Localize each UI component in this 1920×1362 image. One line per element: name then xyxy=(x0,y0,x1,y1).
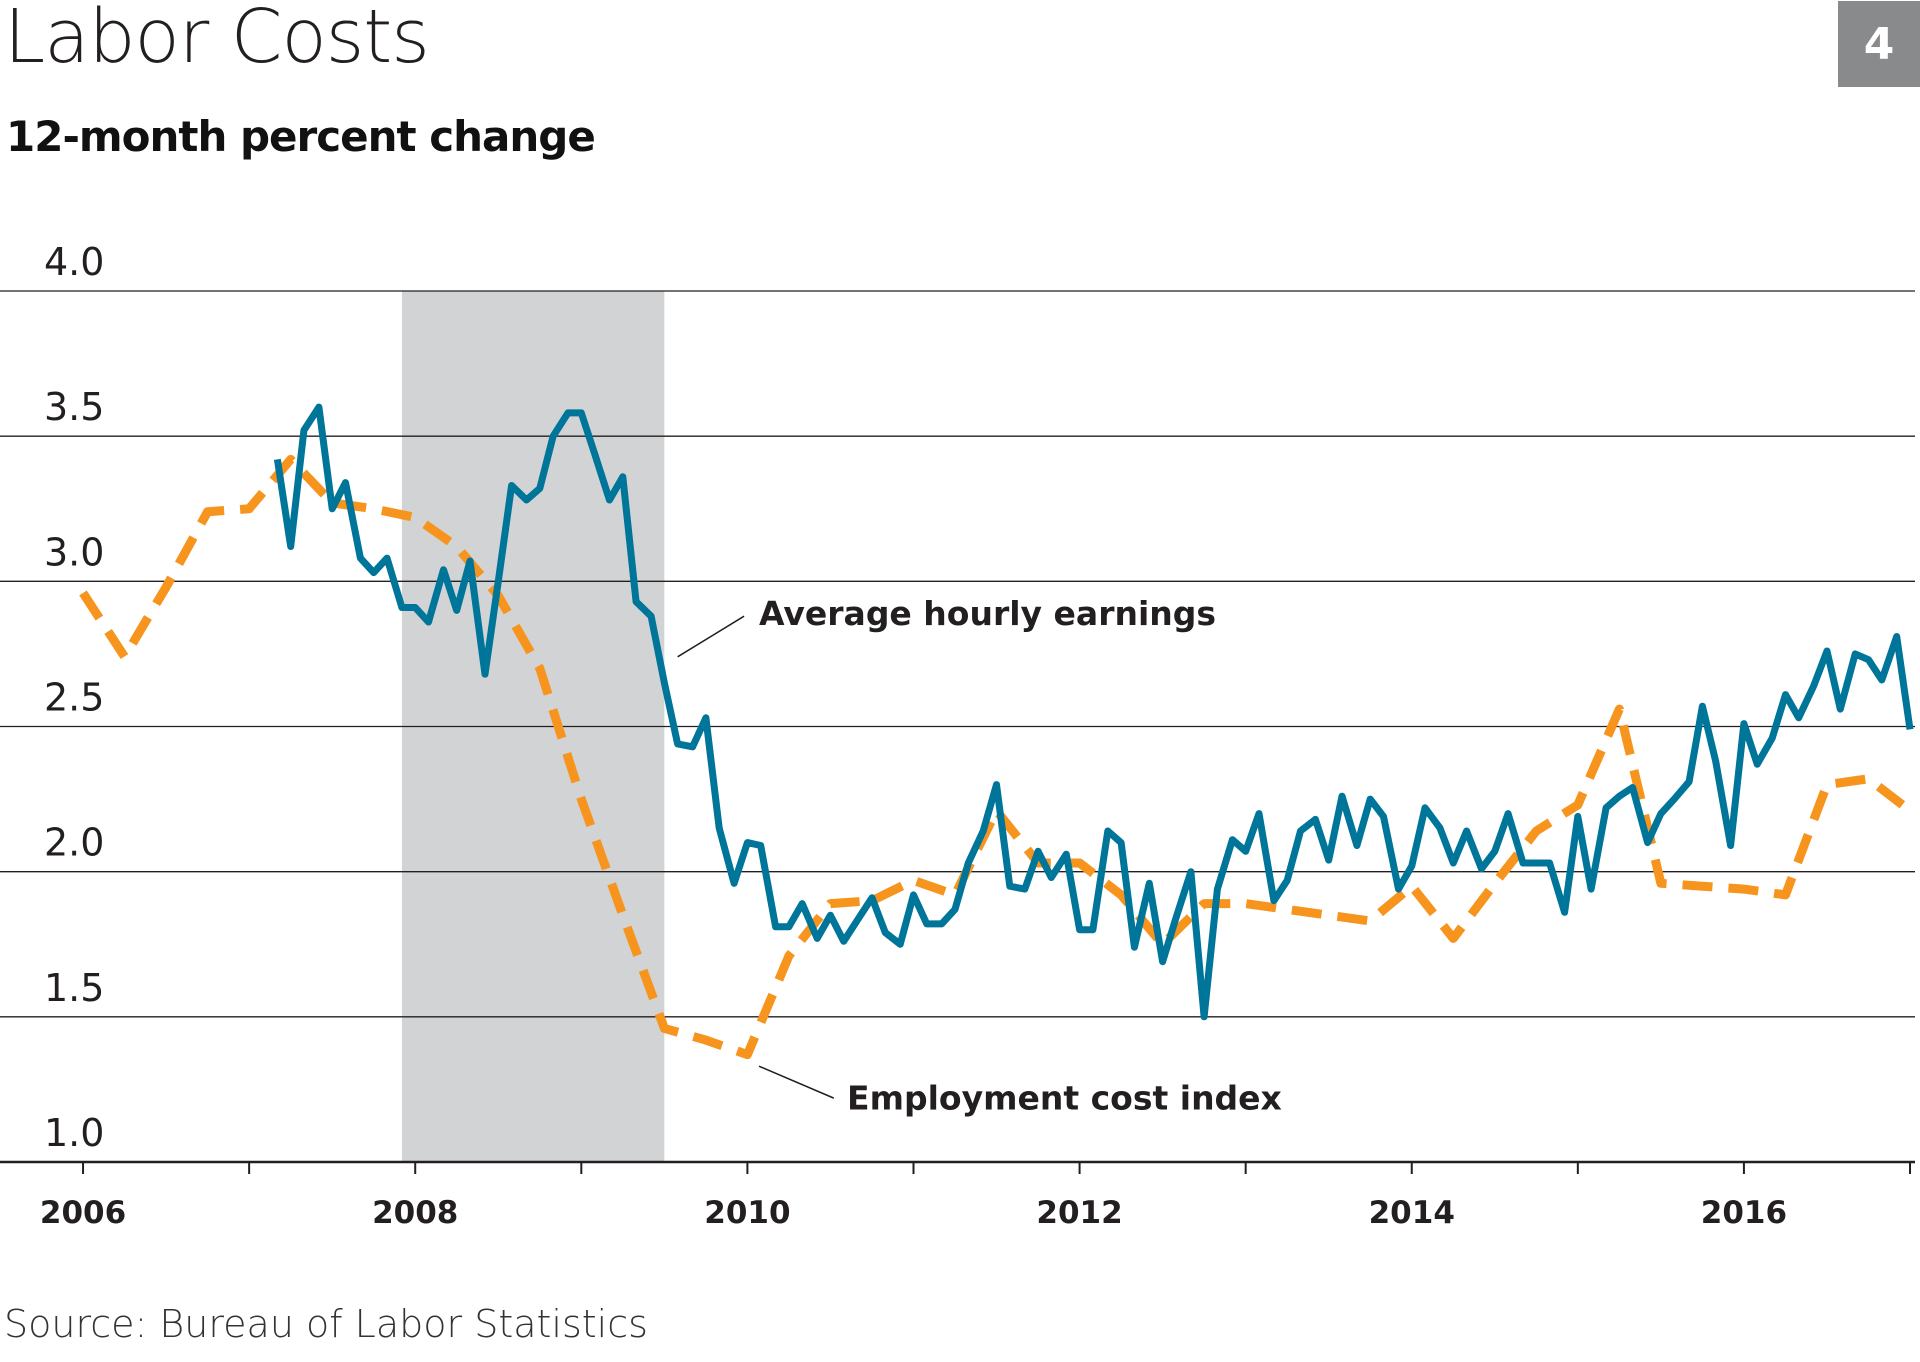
y-tick-label: 4.0 xyxy=(44,240,104,284)
leader-line-average-hourly-earnings xyxy=(677,615,745,658)
chart-title: Labor Costs xyxy=(4,0,430,80)
y-tick-label: 3.0 xyxy=(44,530,104,574)
leader-line-employment-cost-index xyxy=(758,1065,835,1099)
label-employment-cost-index: Employment cost index xyxy=(847,1079,1282,1118)
x-tick-label: 2014 xyxy=(1369,1195,1455,1231)
y-tick-label: 2.5 xyxy=(44,676,104,720)
y-axis-ticks: 1.0 1.5 2.0 2.5 3.0 3.5 4.0 xyxy=(44,240,104,1155)
gridlines xyxy=(0,290,1915,1018)
annotations: Average hourly earnings Employment cost … xyxy=(677,594,1282,1118)
y-tick-label: 3.5 xyxy=(44,385,104,429)
x-tick-label: 2016 xyxy=(1701,1195,1787,1231)
x-tick-label: 2012 xyxy=(1036,1195,1122,1231)
figure-number-badge: 4 xyxy=(1838,1,1920,87)
series-line-average-hourly-earnings xyxy=(273,403,1914,1021)
y-tick-label: 2.0 xyxy=(44,821,104,865)
x-tick-label: 2010 xyxy=(704,1195,790,1231)
x-tick-label: 2008 xyxy=(372,1195,458,1231)
label-average-hourly-earnings: Average hourly earnings xyxy=(759,594,1216,633)
y-tick-label: 1.0 xyxy=(44,1111,104,1155)
x-tick-label: 2006 xyxy=(40,1195,126,1231)
x-axis-ticks: 2006 2008 2010 2012 2014 2016 xyxy=(40,1162,1912,1231)
y-tick-label: 1.5 xyxy=(44,966,104,1010)
chart-subtitle: 12-month percent change xyxy=(6,112,596,161)
source-note: Source: Bureau of Labor Statistics xyxy=(4,1302,648,1346)
series-line-employment-cost-index xyxy=(79,454,1913,1060)
